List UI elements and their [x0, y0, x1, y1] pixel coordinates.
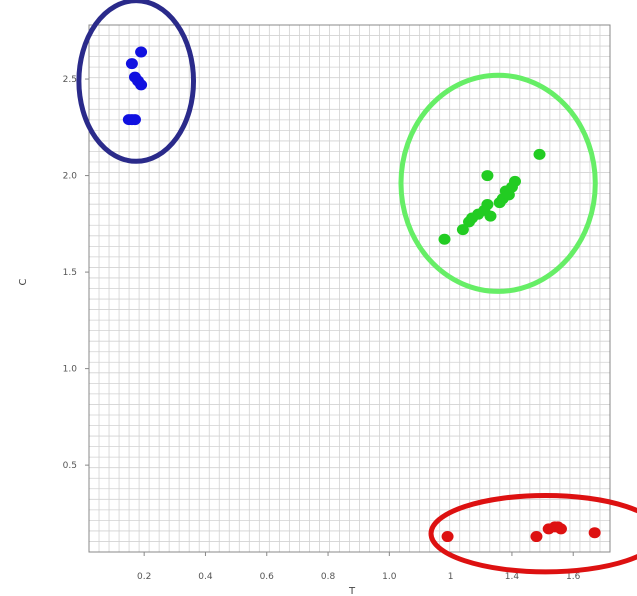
- x-tick-label: 0.2: [137, 572, 151, 582]
- data-point-cluster-2: [533, 148, 546, 160]
- data-point-cluster-1: [135, 79, 148, 91]
- x-tick-label: 0.6: [260, 572, 275, 582]
- y-axis-ticks: 0.5 1.0 1.5 2.0 2.5: [63, 75, 89, 471]
- grid: [89, 25, 610, 552]
- y-tick-label: 2.0: [63, 172, 78, 182]
- cluster-ellipse-1: [76, 0, 196, 164]
- data-point-cluster-1: [135, 46, 148, 58]
- data-point-cluster-1: [128, 114, 141, 126]
- y-tick-label: 0.5: [63, 461, 77, 471]
- x-tick-label: 1.0: [382, 572, 397, 582]
- x-tick-label: 0.8: [321, 572, 336, 582]
- x-axis-label: T: [348, 586, 356, 596]
- x-tick-label: 1.4: [505, 572, 520, 582]
- y-axis-label: C: [18, 278, 29, 285]
- data-point-cluster-2: [481, 170, 494, 182]
- data-point-cluster-3: [554, 523, 567, 535]
- data-point-cluster-1: [125, 58, 138, 70]
- y-tick-label: 1.5: [63, 268, 77, 278]
- plot-frame: [88, 24, 611, 553]
- cluster-ellipses: [76, 0, 637, 575]
- data-point-cluster-3: [588, 527, 601, 539]
- data-point-cluster-2: [493, 197, 506, 209]
- data-point-cluster-2: [502, 189, 515, 201]
- data-point-cluster-3: [441, 531, 454, 543]
- data-point-cluster-3: [530, 531, 543, 543]
- y-tick-label: 1.0: [63, 365, 78, 375]
- data-points: [122, 46, 601, 543]
- x-tick-label: 1: [448, 572, 454, 582]
- cluster-ellipse-2: [398, 72, 598, 294]
- y-tick-label: 2.5: [63, 75, 77, 85]
- data-point-cluster-2: [484, 210, 497, 222]
- cluster-ellipse-3: [428, 492, 637, 575]
- data-point-cluster-2: [438, 233, 451, 245]
- x-tick-label: 1.6: [566, 572, 581, 582]
- x-tick-label: 0.4: [198, 572, 213, 582]
- x-axis-ticks: 0.2 0.4 0.6 0.8 1.0 1 1.4 1.6: [137, 552, 581, 582]
- data-point-cluster-2: [463, 216, 476, 228]
- data-point-cluster-2: [456, 224, 469, 236]
